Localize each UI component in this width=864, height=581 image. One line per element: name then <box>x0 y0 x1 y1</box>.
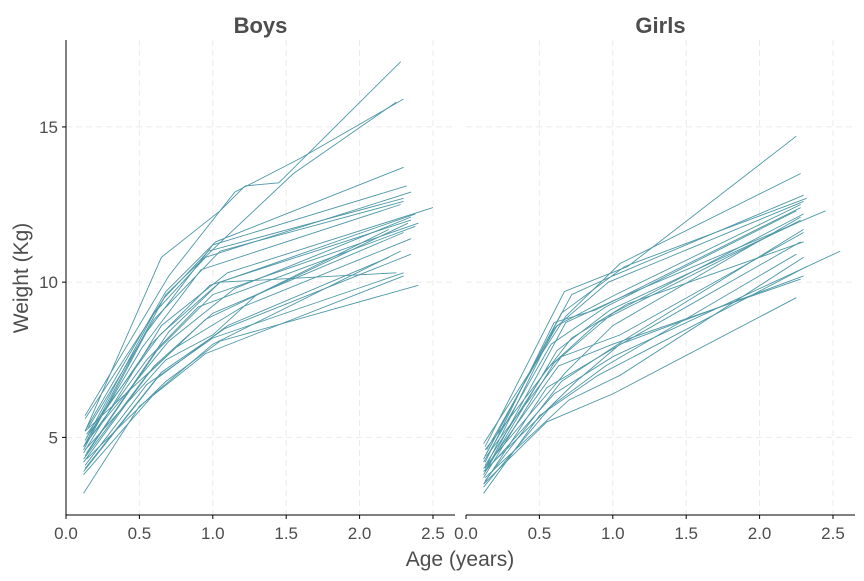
series-line-boys-26 <box>84 197 404 420</box>
series-line-girls-3 <box>484 194 804 457</box>
series-line-boys-11 <box>84 222 419 457</box>
y-tick-label: 5 <box>49 428 58 447</box>
panel-title-girls: Girls <box>635 13 685 38</box>
series-line-girls-20 <box>483 297 797 485</box>
y-axis-title: Weight (Kg) <box>10 223 33 334</box>
series-line-girls-23 <box>483 216 801 469</box>
series-line-boys-21 <box>84 253 412 469</box>
series-line-girls-24 <box>484 241 804 451</box>
x-tick-label: 1.0 <box>601 524 625 543</box>
x-tick-label: 0.0 <box>54 524 78 543</box>
series-line-girls-21 <box>486 232 804 457</box>
series-line-boys-15 <box>84 216 412 444</box>
x-tick-label: 1.5 <box>674 524 698 543</box>
series-line-girls-22 <box>484 207 801 463</box>
series-line-boys-24 <box>86 284 419 460</box>
series-line-boys-2 <box>84 98 404 416</box>
y-tick-label: 15 <box>39 118 58 137</box>
series-line-boys-22 <box>83 250 401 475</box>
series-line-boys-13 <box>86 213 416 435</box>
x-axis-title: Age (years) <box>406 548 515 571</box>
y-tick-label: 10 <box>39 273 58 292</box>
x-tick-label: 1.5 <box>274 524 298 543</box>
series-line-girls-19 <box>484 278 801 469</box>
x-tick-label: 2.5 <box>821 524 845 543</box>
x-tick-label: 0.0 <box>454 524 478 543</box>
series-line-boys-14 <box>83 232 404 463</box>
series-line-boys-25 <box>84 238 412 432</box>
series-line-boys-4 <box>86 166 404 429</box>
x-tick-label: 0.5 <box>128 524 152 543</box>
series-line-girls-1 <box>484 135 797 447</box>
panel-title-boys: Boys <box>234 13 288 38</box>
series-line-boys-23 <box>83 275 404 494</box>
series-line-boys-8 <box>84 204 401 444</box>
series-line-boys-1 <box>84 61 402 432</box>
x-tick-label: 1.0 <box>201 524 225 543</box>
series-line-girls-17 <box>483 266 807 494</box>
series-line-girls-13 <box>483 241 801 485</box>
series-line-boys-9 <box>83 207 434 454</box>
x-tick-label: 2.0 <box>748 524 772 543</box>
series-line-girls-9 <box>483 213 804 478</box>
x-tick-label: 0.5 <box>528 524 552 543</box>
x-tick-label: 2.5 <box>421 524 445 543</box>
series-line-boys-7 <box>87 200 404 429</box>
series-line-girls-7 <box>483 210 797 463</box>
series-line-boys-19 <box>84 272 404 466</box>
series-line-boys-5 <box>83 185 407 451</box>
series-line-boys-17 <box>84 228 390 451</box>
x-tick-label: 2.0 <box>348 524 372 543</box>
